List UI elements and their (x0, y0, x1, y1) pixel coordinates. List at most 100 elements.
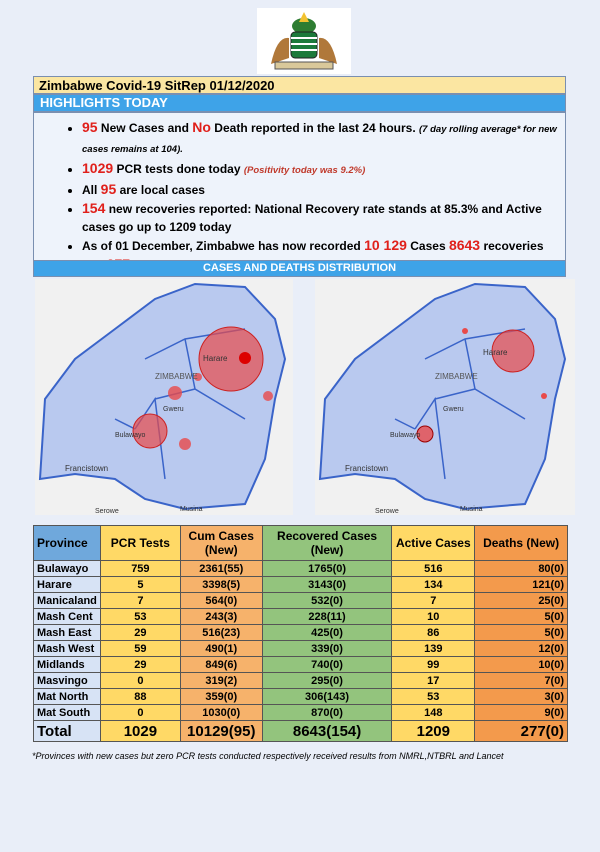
bullet-text: As of 01 December, Zimbabwe has now reco… (82, 239, 365, 253)
bullet-text: 10 129 (364, 237, 407, 253)
table-row: Bulawayo 759 2361(55) 1765(0) 516 80(0) (33, 560, 568, 577)
cell: 80(0) (474, 560, 568, 577)
table-row: Mash East 29 516(23) 425(0) 86 5(0) (33, 624, 568, 641)
cell: Masvingo (33, 672, 101, 689)
bullet-text: Cases (406, 239, 449, 253)
cell: 88 (99, 688, 181, 705)
cell: 306(143) (261, 688, 393, 705)
total-row: Total 1029 10129(95) 8643(154) 1209 277(0) (33, 720, 568, 742)
table-row: Masvingo 0 319(2) 295(0) 17 7(0) (33, 672, 568, 689)
cell: 1209 (391, 720, 476, 742)
cell: 7 (99, 592, 181, 609)
cell: 490(1) (179, 640, 263, 657)
bullet: 95 New Cases and No Death reported in th… (82, 118, 557, 159)
column-header: Active Cases (391, 525, 476, 561)
cell: 564(0) (179, 592, 263, 609)
cell: 759 (99, 560, 181, 577)
bullet: All 95 are local cases (82, 180, 557, 199)
column-header: Province (33, 525, 101, 561)
map-deaths: Harare ZIMBABWE Gweru Bulawayo Francisto… (315, 279, 575, 515)
title: Zimbabwe Covid-19 SitRep 01/12/2020 (33, 76, 566, 94)
bullet-text: 8643 (448, 237, 481, 253)
cell: 59 (99, 640, 181, 657)
cell: 7(0) (474, 672, 568, 689)
map-label: Gweru (443, 406, 464, 413)
bullet-text: are local cases (116, 183, 205, 197)
cell: 5(0) (474, 608, 568, 625)
cell: Harare (33, 576, 101, 593)
cell: 849(6) (179, 656, 263, 673)
bullet-text: 95 (100, 181, 117, 197)
bullet-text: new recoveries reported: National Recove… (82, 202, 542, 234)
bullet-text: No (192, 119, 211, 135)
cell: 295(0) (261, 672, 393, 689)
cell: 86 (391, 624, 476, 641)
cell: 9(0) (474, 704, 568, 721)
cell: 10(0) (474, 656, 568, 673)
cell: 339(0) (261, 640, 393, 657)
cell: 12(0) (474, 640, 568, 657)
cell: 139 (391, 640, 476, 657)
cell: 5(0) (474, 624, 568, 641)
bullet-text: New Cases and (97, 121, 193, 135)
bullet: 1029 PCR tests done today (Positivity to… (82, 159, 557, 180)
bullet-text: PCR tests done today (113, 162, 244, 176)
table-row: Manicaland 7 564(0) 532(0) 7 25(0) (33, 592, 568, 609)
highlights-list: 95 New Cases and No Death reported in th… (33, 112, 566, 272)
column-header: PCR Tests (99, 525, 181, 561)
bullet-text: All (82, 183, 101, 197)
cell: Manicaland (33, 592, 101, 609)
header-row: Province PCR Tests Cum Cases (New) Recovere… (33, 525, 568, 561)
cell: 17 (391, 672, 476, 689)
bullet-text: 154 (82, 200, 106, 216)
cell: 10129(95) (179, 720, 263, 742)
cell: Mash East (33, 624, 101, 641)
cell: 740(0) (261, 656, 393, 673)
cell: 1030(0) (179, 704, 263, 721)
map-label: Bulawayo (115, 432, 145, 439)
cell: 53 (391, 688, 476, 705)
cell: Mat South (33, 704, 101, 721)
map-label: Serowe (95, 508, 119, 515)
table-row: Mat South 0 1030(0) 870(0) 148 9(0) (33, 704, 568, 721)
column-header: Cum Cases (New) (179, 525, 263, 561)
map-cases: Harare ZIMBABWE Gweru Bulawayo Francisto… (35, 279, 293, 515)
column-header: Recovered Cases (New) (261, 525, 393, 561)
cell: 228(11) (261, 608, 393, 625)
map-label: Francistown (65, 464, 108, 473)
cell: 1029 (99, 720, 181, 742)
cell: Mash West (33, 640, 101, 657)
cell: 0 (99, 672, 181, 689)
table-row: Mash Cent 53 243(3) 228(11) 10 5(0) (33, 608, 568, 625)
cell: 3(0) (474, 688, 568, 705)
cell: 532(0) (261, 592, 393, 609)
cell: 29 (99, 656, 181, 673)
cell: 7 (391, 592, 476, 609)
cell: 99 (391, 656, 476, 673)
distribution-heading: CASES AND DEATHS DISTRIBUTION (33, 260, 566, 277)
cell: 134 (391, 576, 476, 593)
cell: 10 (391, 608, 476, 625)
bullet-text: Death reported in the last 24 hours. (210, 121, 420, 135)
bullet-text: (7 day rolling average* for new cases re… (82, 124, 557, 155)
footnote: *Provinces with new cases but zero PCR t… (32, 751, 504, 761)
cell: 243(3) (179, 608, 263, 625)
cell: 319(2) (179, 672, 263, 689)
map-label: Bulawayo (390, 432, 420, 439)
map-label: Gweru (163, 406, 184, 413)
cell: 5 (99, 576, 181, 593)
cell: Bulawayo (33, 560, 101, 577)
cell: 29 (99, 624, 181, 641)
table-row: Midlands 29 849(6) 740(0) 99 10(0) (33, 656, 568, 673)
bullet-text: (Positivity today was 9.2%) (243, 165, 366, 176)
cell: 870(0) (261, 704, 393, 721)
map-label: Musina (460, 506, 483, 513)
bullet-text: 1029 (82, 160, 114, 176)
cell: 25(0) (474, 592, 568, 609)
map-label: Musina (180, 506, 203, 513)
cell: Midlands (33, 656, 101, 673)
map-label: ZIMBABWE (155, 372, 198, 381)
cell: Total (33, 720, 101, 742)
cell: 1765(0) (261, 560, 393, 577)
